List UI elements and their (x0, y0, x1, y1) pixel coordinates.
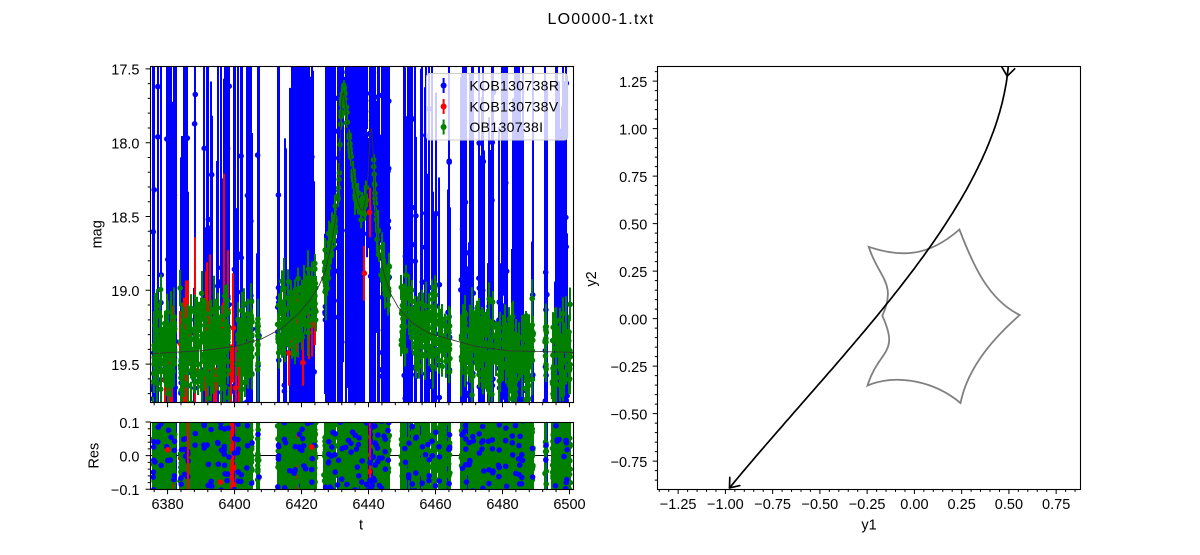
svg-text:−1.25: −1.25 (660, 497, 697, 513)
svg-text:KOB130738R: KOB130738R (469, 78, 559, 94)
svg-text:1.00: 1.00 (619, 122, 647, 138)
svg-text:6480: 6480 (486, 497, 518, 513)
svg-text:−0.25: −0.25 (849, 497, 886, 513)
svg-text:0.75: 0.75 (619, 170, 647, 186)
svg-text:0.25: 0.25 (948, 497, 976, 513)
svg-text:Res: Res (87, 443, 103, 469)
svg-text:0.50: 0.50 (995, 497, 1023, 513)
svg-text:y2: y2 (584, 271, 600, 286)
svg-text:6440: 6440 (352, 497, 384, 513)
svg-text:−0.25: −0.25 (611, 360, 648, 376)
svg-text:18.0: 18.0 (111, 137, 139, 153)
svg-text:−0.50: −0.50 (611, 407, 648, 423)
svg-text:0.00: 0.00 (900, 497, 928, 513)
svg-text:1.25: 1.25 (619, 75, 647, 91)
svg-text:6380: 6380 (151, 497, 183, 513)
svg-text:OB130738I: OB130738I (469, 119, 543, 135)
svg-text:17.5: 17.5 (111, 63, 139, 79)
svg-text:18.5: 18.5 (111, 210, 139, 226)
svg-text:t: t (359, 518, 363, 534)
svg-text:6400: 6400 (218, 497, 250, 513)
svg-text:0.25: 0.25 (619, 265, 647, 281)
svg-text:−0.1: −0.1 (111, 483, 140, 499)
svg-text:0.0: 0.0 (119, 449, 139, 465)
svg-text:y1: y1 (861, 518, 876, 534)
svg-text:−0.75: −0.75 (754, 497, 791, 513)
svg-text:LO0000-1.txt: LO0000-1.txt (548, 11, 655, 28)
svg-text:0.1: 0.1 (119, 416, 139, 432)
svg-text:19.0: 19.0 (111, 284, 139, 300)
svg-text:−0.50: −0.50 (802, 497, 839, 513)
svg-text:mag: mag (90, 220, 106, 248)
svg-text:0.00: 0.00 (619, 312, 647, 328)
svg-text:6460: 6460 (419, 497, 451, 513)
svg-text:0.75: 0.75 (1042, 497, 1070, 513)
svg-text:−1.00: −1.00 (707, 497, 744, 513)
svg-text:KOB130738V: KOB130738V (469, 99, 558, 115)
svg-text:6500: 6500 (553, 497, 585, 513)
svg-text:19.5: 19.5 (111, 358, 139, 374)
svg-text:0.50: 0.50 (619, 217, 647, 233)
svg-text:−0.75: −0.75 (611, 455, 648, 471)
svg-text:6420: 6420 (285, 497, 317, 513)
